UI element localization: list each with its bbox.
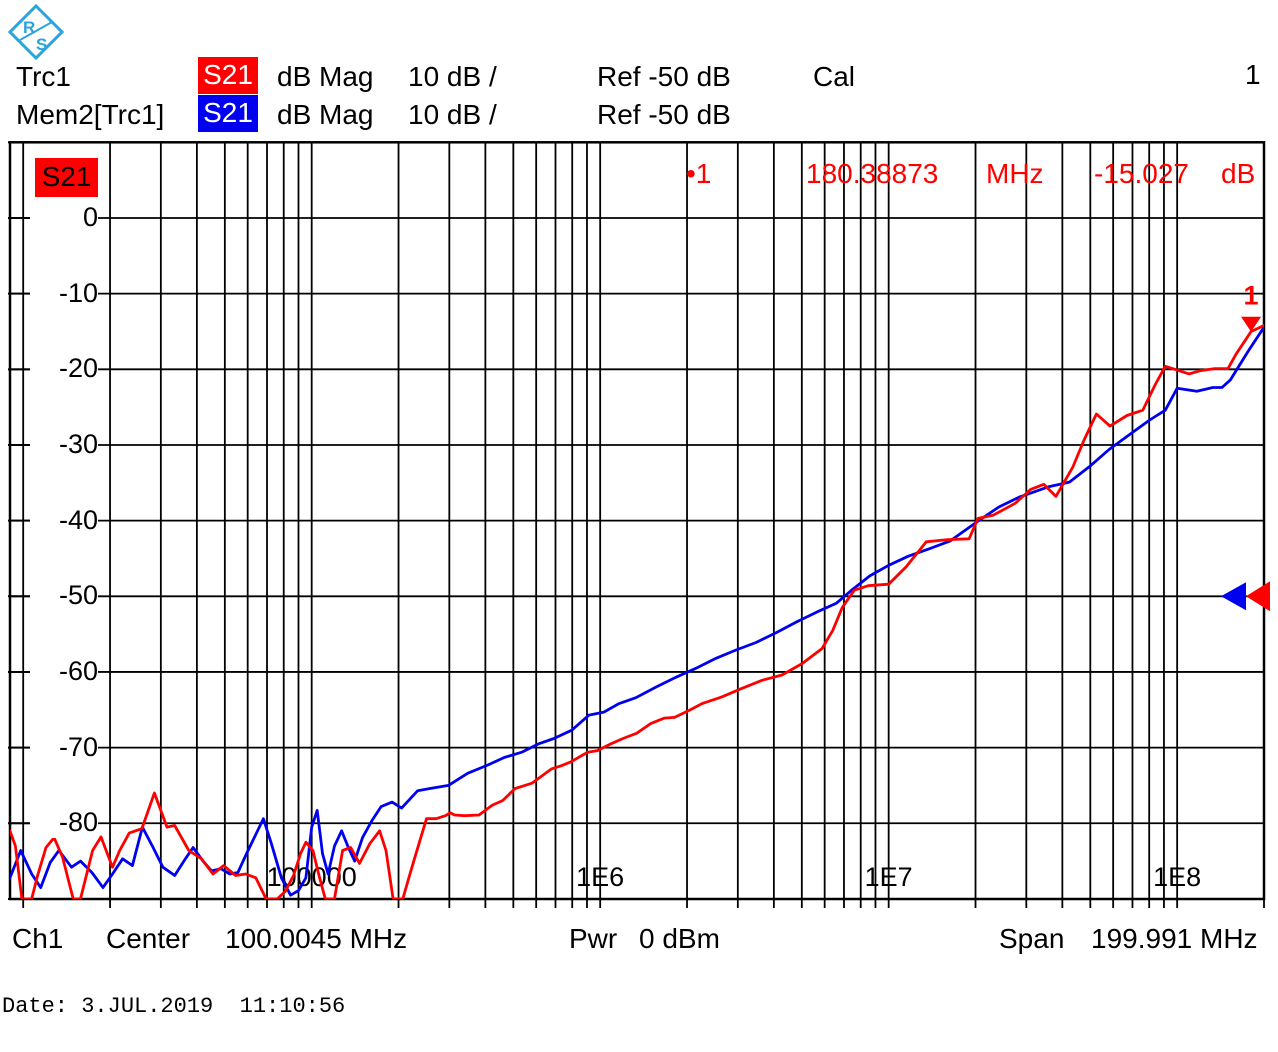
trace1-ref[interactable]: Ref -50 dB	[597, 61, 731, 92]
channel-label: Ch1	[12, 923, 64, 954]
y-tick-label: -60	[30, 657, 98, 687]
trace1-format[interactable]: dB Mag	[277, 61, 374, 92]
center-label: Center	[106, 923, 191, 954]
marker-value: -15.027	[1094, 158, 1189, 189]
trace1-label: Trc1	[16, 61, 71, 92]
span-value[interactable]: 199.991 MHz	[1091, 923, 1258, 954]
chart-border	[8, 141, 1266, 901]
marker-value-unit: dB	[1221, 158, 1256, 189]
trace-Trc1	[10, 323, 1264, 900]
y-tick-label: -50	[30, 581, 98, 611]
y-tick-label: -10	[30, 279, 98, 309]
y-tick-label: -70	[30, 733, 98, 763]
y-tick-label: -20	[30, 354, 98, 384]
trace2-ref[interactable]: Ref -50 dB	[597, 99, 731, 130]
power-value[interactable]: 0 dBm	[639, 923, 720, 954]
span-label: Span	[999, 923, 1065, 954]
chart-trace-badge[interactable]: S21	[35, 158, 98, 197]
y-tick-label: -40	[30, 506, 98, 536]
power-label: Pwr	[569, 923, 618, 954]
svg-text:S: S	[36, 35, 47, 54]
y-tick-label: 0	[30, 203, 98, 233]
center-value[interactable]: 100.0045 MHz	[225, 923, 408, 954]
date-time-stamp: Date: 3.JUL.2019 11:10:56	[2, 994, 346, 1019]
trace2-label: Mem2[Trc1]	[16, 99, 165, 130]
ref-level-arrow-trc1[interactable]	[1246, 581, 1270, 612]
marker-number-flag: 1	[1244, 281, 1259, 311]
trace1-cal-flag: Cal	[813, 61, 856, 92]
trace1-scale[interactable]: 10 dB /	[408, 61, 497, 92]
window-number: 1	[1245, 59, 1261, 90]
trace2-format[interactable]: dB Mag	[277, 99, 374, 130]
marker-frequency-unit: MHz	[986, 158, 1044, 189]
trace-Mem2[Trc1]	[10, 324, 1264, 897]
y-tick-label: -30	[30, 430, 98, 460]
marker-triangle[interactable]	[1241, 316, 1262, 332]
trace2-s21-badge[interactable]: S21	[198, 95, 258, 132]
y-tick-label: -80	[30, 808, 98, 838]
rs-logo-icon: R S	[7, 3, 65, 61]
marker-frequency: 180.38873	[806, 158, 939, 189]
ref-level-arrow-mem[interactable]	[1221, 582, 1246, 611]
trace1-s21-badge[interactable]: S21	[198, 57, 258, 94]
marker-bullet-number[interactable]: •1	[686, 158, 712, 189]
trace2-scale[interactable]: 10 dB /	[408, 99, 497, 130]
svg-text:R: R	[23, 18, 35, 37]
